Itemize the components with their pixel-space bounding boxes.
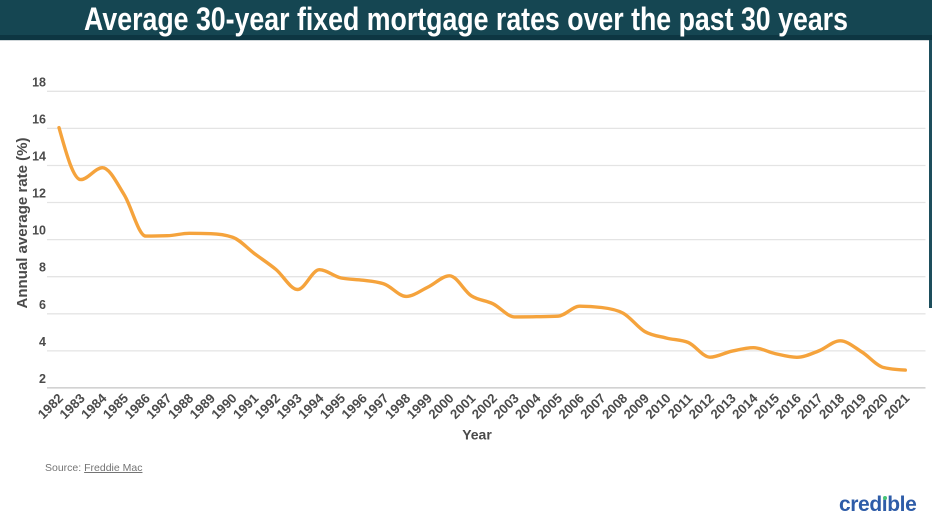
svg-text:14: 14 xyxy=(32,150,46,164)
svg-text:Annual average rate (%): Annual average rate (%) xyxy=(14,138,31,309)
svg-text:Year: Year xyxy=(462,427,492,443)
svg-text:2021: 2021 xyxy=(881,391,912,422)
svg-text:12: 12 xyxy=(32,187,46,201)
svg-text:16: 16 xyxy=(32,112,46,126)
svg-text:18: 18 xyxy=(32,75,46,89)
svg-text:4: 4 xyxy=(39,335,46,349)
svg-text:8: 8 xyxy=(39,261,46,275)
svg-text:6: 6 xyxy=(39,298,46,312)
svg-text:10: 10 xyxy=(32,224,46,238)
svg-text:2: 2 xyxy=(39,372,46,386)
